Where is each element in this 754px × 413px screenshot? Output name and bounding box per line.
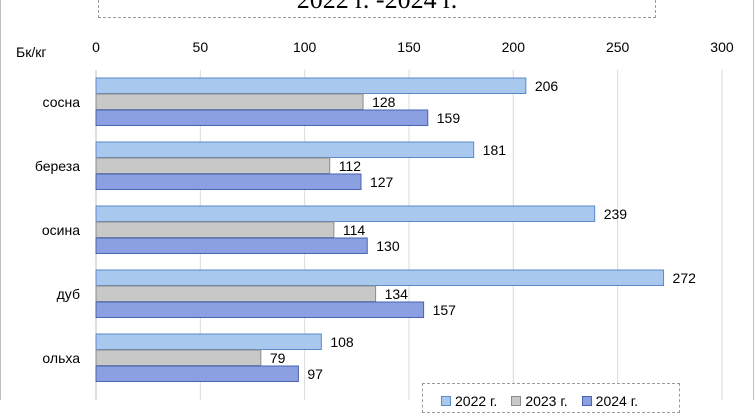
legend-swatch (511, 396, 522, 406)
bar (95, 269, 665, 286)
bar (95, 365, 299, 382)
bar (95, 77, 527, 94)
data-label: 112 (339, 158, 362, 174)
y-axis-unit-label: Бк/кг (16, 44, 46, 60)
chart-title-box: 2022 г. -2024 г. (98, 0, 656, 18)
bar (95, 109, 429, 126)
x-tick-label: 300 (710, 39, 734, 55)
legend-label: 2023 г. (525, 393, 568, 409)
legend-item: 2024 г. (581, 390, 638, 412)
data-label: 239 (604, 206, 628, 222)
x-tick-label: 0 (92, 39, 100, 55)
x-tick-label: 50 (193, 39, 209, 55)
bar (95, 205, 596, 222)
bar (95, 301, 425, 318)
legend-label: 2022 г. (455, 393, 498, 409)
category-label: дуб (57, 286, 80, 302)
legend-swatch (441, 396, 451, 406)
data-label: 181 (483, 142, 507, 158)
data-label: 97 (307, 366, 323, 382)
x-tick-label: 100 (293, 39, 317, 55)
chart-title: 2022 г. -2024 г. (99, 0, 655, 15)
bar (95, 173, 362, 190)
bar-chart: 0 50 100 150 200 250 300 Бк/кг сосна 206 128 159 бер… (16, 39, 734, 400)
category-label: ольха (42, 350, 80, 366)
category-label: береза (35, 158, 80, 174)
data-label: 127 (370, 174, 394, 190)
data-label: 114 (343, 222, 366, 238)
data-label: 79 (270, 350, 286, 366)
data-label: 108 (330, 334, 354, 350)
legend-label: 2024 г. (595, 393, 638, 409)
legend-swatch (581, 396, 592, 406)
legend-item: 2022 г. (441, 390, 497, 412)
bar (95, 349, 262, 366)
data-label: 157 (433, 302, 457, 318)
x-tick-label: 150 (397, 39, 421, 55)
data-label: 134 (385, 286, 409, 302)
chart-legend: 2022 г. 2023 г. 2024 г. (422, 383, 680, 413)
data-label: 130 (376, 238, 400, 254)
bar (95, 141, 475, 158)
bar (95, 285, 377, 302)
category-label: сосна (43, 94, 81, 110)
data-label: 272 (673, 270, 697, 286)
category-label: осина (42, 222, 80, 238)
data-label: 206 (535, 78, 559, 94)
legend-item: 2023 г. (511, 390, 568, 412)
bar (95, 237, 368, 254)
bar (95, 157, 331, 174)
bar (95, 333, 322, 350)
data-label: 128 (372, 94, 396, 110)
bar (95, 221, 335, 238)
x-tick-label: 200 (502, 39, 526, 55)
x-tick-label: 250 (606, 39, 630, 55)
bar (95, 93, 364, 110)
data-label: 159 (437, 110, 461, 126)
